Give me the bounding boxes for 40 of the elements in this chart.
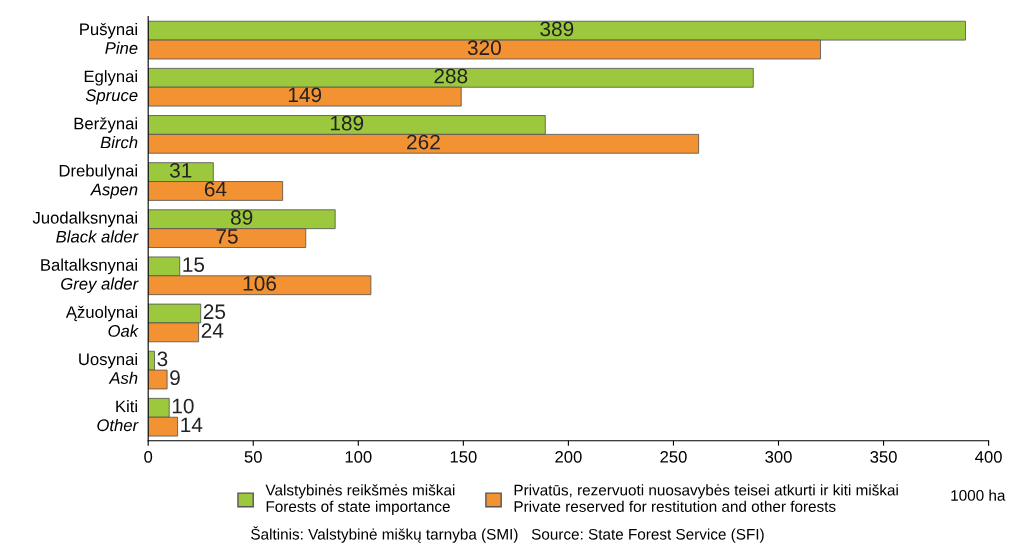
y-tick-label: Kiti Other <box>97 400 139 432</box>
x-tick-label: 100 <box>345 450 372 463</box>
x-axis-title: 1000 ha <box>951 489 1006 501</box>
data-label: 262 <box>407 134 440 150</box>
data-label: 15 <box>183 257 205 272</box>
data-label: 288 <box>434 68 468 84</box>
y-tick-label: Ąžuolynai Oak <box>65 305 139 337</box>
y-tick-label: Baltalksnynai Grey alder <box>41 258 139 293</box>
data-label: 3 <box>157 351 168 367</box>
y-tick-label: Pušynai Pine <box>80 22 138 54</box>
y-tick-label: Uosynai Ash <box>79 352 138 384</box>
data-label: 89 <box>231 210 253 225</box>
text: Šaltinis: Valstybinė miškų tarnyba (SMI) Source: State Forest Service (SFI) <box>251 526 764 543</box>
x-tick-label: 350 <box>870 450 897 463</box>
y-tick-label: Beržynai Birch <box>74 117 138 149</box>
data-label: 389 <box>540 21 574 37</box>
legend-label: Valstybinės reikšmės miškai Forests of state importance <box>265 484 455 515</box>
x-tick-label: 200 <box>555 450 582 463</box>
x-tick-label: 250 <box>660 450 687 463</box>
data-label: 149 <box>288 87 322 103</box>
y-tick-label: Juodalksnynai Black alder <box>32 211 139 243</box>
x-tick-label: 150 <box>450 450 477 463</box>
data-label: 64 <box>204 181 227 197</box>
data-label: 24 <box>201 323 224 338</box>
data-label: 25 <box>203 304 226 320</box>
x-tick-label: 50 <box>244 450 262 463</box>
y-tick-label: Eglynai Spruce <box>84 70 138 105</box>
x-tick-label: 400 <box>975 450 1002 463</box>
data-label: 31 <box>169 162 192 178</box>
data-label: 14 <box>181 417 203 433</box>
data-label: 189 <box>330 115 364 131</box>
x-tick-label: 300 <box>765 450 792 463</box>
data-label: 75 <box>216 229 238 244</box>
y-tick-label: Drebulynai Aspen <box>59 164 138 199</box>
legend-label: Privatūs, rezervuoti nuosavybės teisei atkurti ir kiti miškai Private reserved for restitution and other forests <box>514 484 898 512</box>
data-label: 9 <box>170 370 180 386</box>
data-label: 106 <box>243 276 277 291</box>
data-label: 10 <box>172 398 194 414</box>
data-label: 320 <box>467 40 501 56</box>
x-tick-label: 0 <box>144 450 153 463</box>
